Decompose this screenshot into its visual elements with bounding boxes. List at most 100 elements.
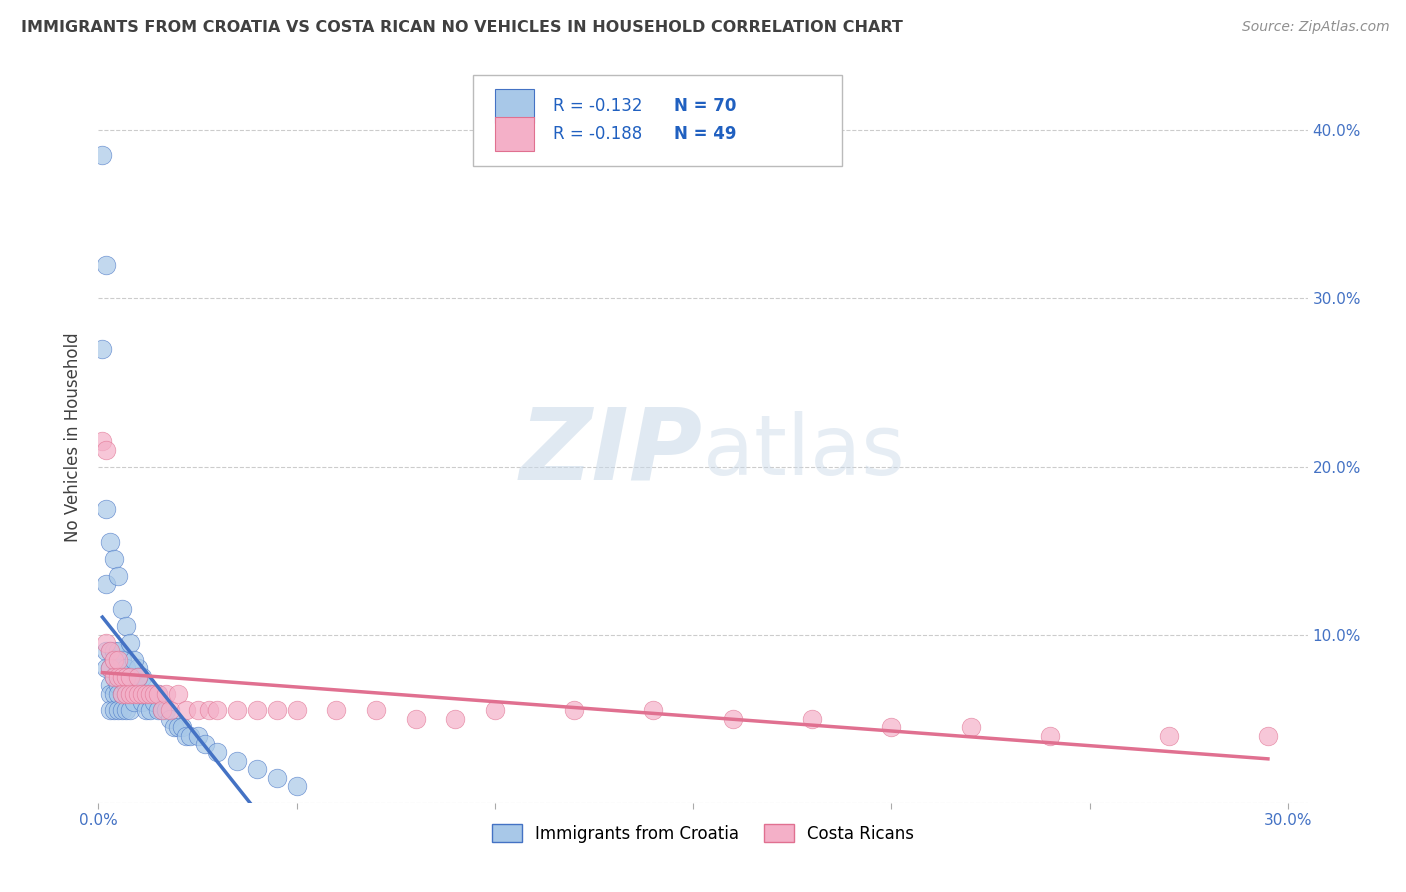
Point — [107, 678, 129, 692]
Point — [98, 661, 121, 675]
Point — [194, 737, 217, 751]
Point — [91, 342, 114, 356]
Point — [166, 720, 188, 734]
Point — [96, 661, 118, 675]
Point — [98, 661, 121, 675]
Text: Source: ZipAtlas.com: Source: ZipAtlas.com — [1241, 20, 1389, 34]
Point — [96, 577, 118, 591]
Point — [115, 670, 138, 684]
Point — [159, 703, 181, 717]
Point — [1257, 729, 1279, 743]
Point — [107, 661, 129, 675]
Point — [131, 686, 153, 700]
Point — [562, 703, 585, 717]
Point — [364, 703, 387, 717]
Point — [115, 686, 138, 700]
Point — [135, 703, 157, 717]
Point — [226, 703, 249, 717]
Point — [107, 569, 129, 583]
Point — [107, 703, 129, 717]
Point — [120, 670, 142, 684]
Point — [98, 644, 121, 658]
Point — [142, 686, 165, 700]
Point — [405, 712, 427, 726]
Point — [170, 720, 193, 734]
Point — [131, 686, 153, 700]
Point — [96, 636, 118, 650]
Point — [880, 720, 903, 734]
Point — [122, 695, 145, 709]
Point — [98, 703, 121, 717]
Point — [103, 653, 125, 667]
Point — [135, 686, 157, 700]
Point — [139, 686, 162, 700]
Point — [103, 670, 125, 684]
Point — [146, 703, 169, 717]
Point — [127, 670, 149, 684]
Text: atlas: atlas — [703, 411, 904, 492]
Point — [103, 552, 125, 566]
Point — [226, 754, 249, 768]
Point — [96, 258, 118, 272]
Point — [115, 678, 138, 692]
Text: R = -0.188: R = -0.188 — [553, 125, 643, 144]
Point — [107, 653, 129, 667]
Text: IMMIGRANTS FROM CROATIA VS COSTA RICAN NO VEHICLES IN HOUSEHOLD CORRELATION CHAR: IMMIGRANTS FROM CROATIA VS COSTA RICAN N… — [21, 20, 903, 35]
Point — [96, 442, 118, 457]
Point — [122, 653, 145, 667]
Point — [111, 670, 134, 684]
Point — [120, 670, 142, 684]
Text: ZIP: ZIP — [520, 403, 703, 500]
Point — [103, 703, 125, 717]
Point — [150, 703, 173, 717]
Point — [107, 686, 129, 700]
Point — [135, 678, 157, 692]
Point — [122, 686, 145, 700]
FancyBboxPatch shape — [474, 75, 842, 167]
Text: R = -0.132: R = -0.132 — [553, 96, 643, 115]
Point — [111, 653, 134, 667]
Point — [484, 703, 506, 717]
Point — [96, 501, 118, 516]
Point — [285, 703, 308, 717]
Point — [120, 686, 142, 700]
Text: N = 49: N = 49 — [673, 125, 737, 144]
Point — [111, 670, 134, 684]
Point — [159, 712, 181, 726]
Point — [155, 686, 177, 700]
Point — [266, 703, 288, 717]
Point — [96, 644, 118, 658]
Point — [120, 686, 142, 700]
Y-axis label: No Vehicles in Household: No Vehicles in Household — [65, 332, 83, 542]
Point — [198, 703, 221, 717]
Point — [115, 686, 138, 700]
Point — [179, 729, 201, 743]
Point — [111, 686, 134, 700]
Point — [1039, 729, 1062, 743]
Point — [115, 703, 138, 717]
Point — [120, 636, 142, 650]
Point — [721, 712, 744, 726]
FancyBboxPatch shape — [495, 89, 534, 122]
Point — [959, 720, 981, 734]
Point — [643, 703, 665, 717]
Point — [127, 686, 149, 700]
Point — [444, 712, 467, 726]
Point — [150, 703, 173, 717]
Point — [139, 686, 162, 700]
Point — [131, 695, 153, 709]
Point — [111, 602, 134, 616]
Point — [103, 653, 125, 667]
Point — [139, 703, 162, 717]
Point — [246, 703, 269, 717]
Point — [103, 686, 125, 700]
Point — [91, 148, 114, 162]
Point — [91, 434, 114, 449]
Point — [186, 729, 208, 743]
Point — [325, 703, 347, 717]
Point — [103, 644, 125, 658]
Point — [207, 703, 229, 717]
Point — [98, 686, 121, 700]
Point — [174, 703, 197, 717]
Point — [285, 779, 308, 793]
